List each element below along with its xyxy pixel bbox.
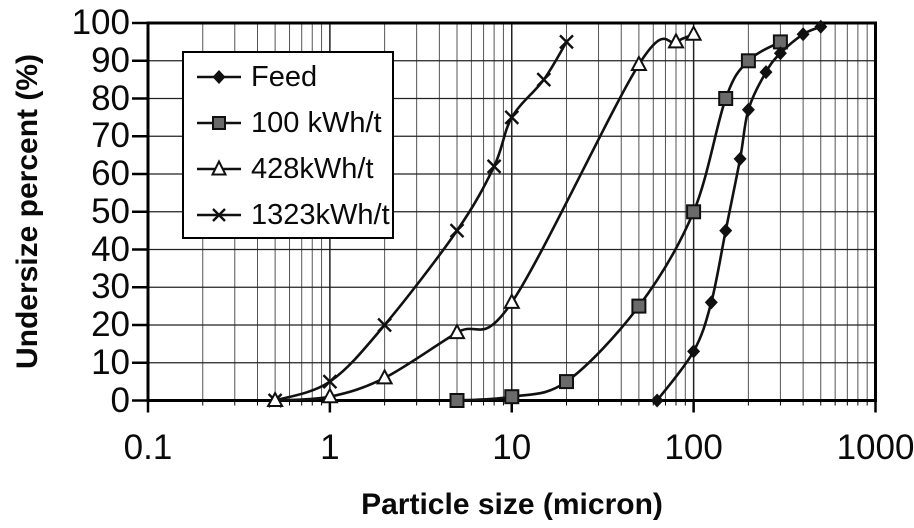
y-tick-label: 40 [91, 229, 130, 269]
legend-item-100kwht: 100 kWh/t [196, 100, 392, 146]
y-tick-label: 90 [91, 40, 130, 80]
legend-label: 1323kWh/t [251, 198, 390, 231]
y-tick-label: 50 [91, 191, 130, 231]
y-tick-label: 60 [91, 154, 130, 193]
legend-label: Feed [251, 60, 318, 93]
legend-item-feed: Feed [196, 54, 392, 100]
x-tick-label: 0.1 [123, 428, 173, 467]
y-tick-label: 80 [91, 78, 130, 118]
filled-diamond-marker-icon [197, 70, 241, 84]
y-tick-label: 10 [91, 342, 130, 382]
series-100-kwh-t [449, 34, 788, 408]
y-tick-label: 0 [110, 380, 130, 420]
x-tick-label: 1000 [836, 428, 914, 467]
x-cross-marker-icon [197, 208, 241, 222]
y-axis-title: Undersize percent (%) [11, 53, 44, 370]
x-axis-title: Particle size (micron) [361, 488, 663, 521]
tick-marks [132, 21, 877, 413]
filled-square-marker-icon [197, 116, 241, 130]
x-tick-label: 10 [492, 428, 532, 467]
y-tick-label: 20 [91, 305, 130, 344]
legend: Feed 100 kWh/t 428kWh/t 1323kWh/t [182, 51, 394, 239]
legend-label: 100 kWh/t [251, 106, 382, 139]
x-tick-label: 100 [664, 428, 723, 467]
y-tick-label: 100 [71, 3, 130, 42]
legend-item-1323kwht: 1323kWh/t [196, 192, 392, 238]
series-428kwh-t [266, 24, 703, 407]
x-tick-label: 1 [320, 428, 340, 467]
y-tick-label: 30 [91, 267, 130, 307]
y-tick-label: 70 [91, 116, 130, 156]
series-feed [650, 19, 828, 408]
legend-item-428kwht: 428kWh/t [196, 146, 392, 192]
legend-label: 428kWh/t [251, 152, 374, 185]
open-triangle-marker-icon [197, 159, 241, 176]
